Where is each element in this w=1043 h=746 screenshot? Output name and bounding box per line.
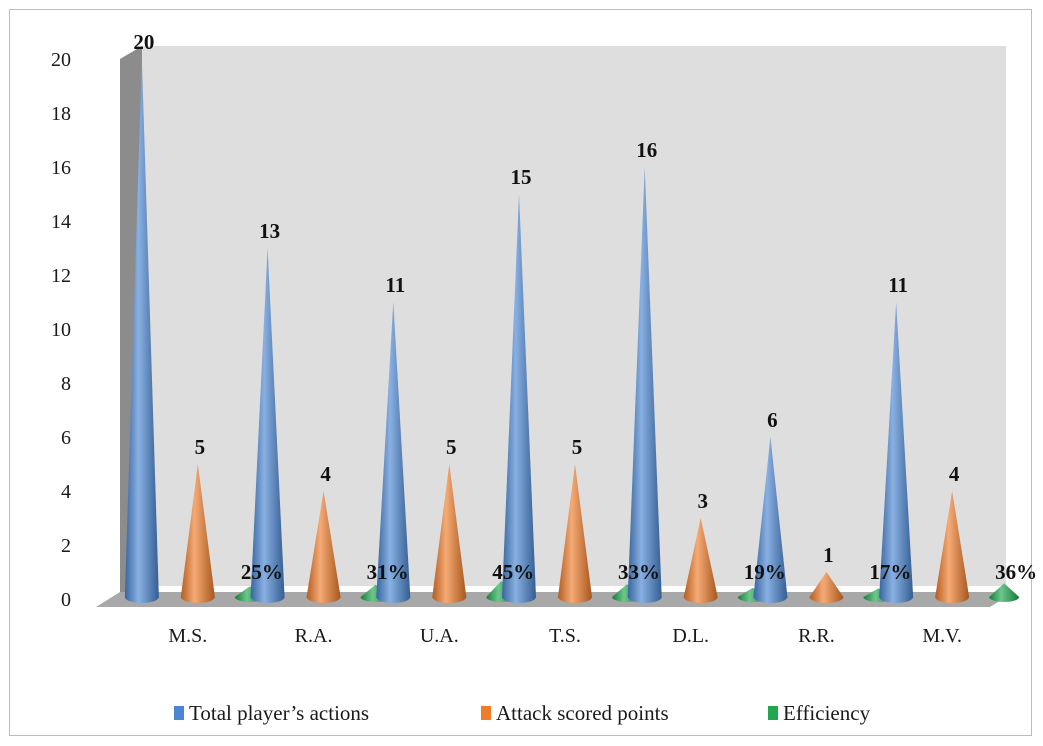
data-label: 11 [888, 273, 908, 297]
cone-efficiency [989, 583, 1020, 602]
cone-attack-scored-points [683, 518, 718, 603]
y-tick-label: 8 [61, 373, 71, 395]
y-tick-label: 2 [61, 535, 71, 557]
x-tick-label: M.V. [922, 625, 962, 647]
data-label: 5 [195, 435, 206, 459]
y-tick-label: 10 [51, 319, 71, 341]
y-tick-label: 4 [61, 481, 71, 503]
data-label: 20 [133, 30, 154, 54]
chart-walls [96, 46, 1014, 607]
cone-attack-scored-points [558, 464, 592, 603]
legend-swatch [174, 706, 184, 720]
cone-total-player-s-actions [879, 302, 914, 603]
x-tick-label: U.A. [420, 625, 459, 647]
data-label: 3 [697, 489, 708, 513]
y-tick-label: 16 [51, 157, 71, 179]
y-axis: 0 2 4 6 8 10 12 14 16 18 20 [51, 49, 71, 611]
y-tick-label: 14 [51, 211, 71, 233]
legend-label: Total player’s actions [189, 701, 369, 725]
legend-item: Total player’s actions [174, 701, 369, 725]
data-label: 31% [367, 560, 409, 584]
legend-swatch [768, 706, 778, 720]
data-label: 5 [446, 435, 457, 459]
cone-total-player-s-actions [627, 167, 662, 603]
x-tick-label: T.S. [549, 625, 581, 647]
cone-total-player-s-actions [250, 248, 285, 603]
data-label: 33% [618, 560, 660, 584]
data-label: 5 [572, 435, 583, 459]
chart-marks [124, 59, 1020, 603]
cone-attack-scored-points [809, 572, 844, 603]
cone-attack-scored-points [432, 464, 467, 603]
y-tick-label: 18 [51, 103, 71, 125]
data-label: 4 [949, 462, 960, 486]
data-label: 19% [744, 560, 786, 584]
cone-total-player-s-actions [753, 437, 788, 603]
data-label: 11 [385, 273, 405, 297]
data-label: 25% [241, 560, 283, 584]
x-axis: M.S. R.A. U.A. T.S. D.L. R.R. M.V. [168, 625, 962, 647]
cone-total-player-s-actions [502, 194, 536, 603]
x-tick-label: D.L. [672, 625, 709, 647]
legend-label: Attack scored points [496, 701, 669, 725]
data-label: 6 [767, 408, 778, 432]
y-tick-label: 12 [51, 265, 71, 287]
data-label: 16 [636, 138, 657, 162]
y-tick-label: 6 [61, 427, 71, 449]
legend: Total player’s actions Attack scored poin… [174, 701, 871, 725]
data-label: 17% [869, 560, 911, 584]
y-tick-label: 0 [61, 589, 71, 611]
y-tick-label: 20 [51, 49, 71, 71]
data-labels: 20 5 25% 13 4 31% 11 5 45% 15 5 33% 16 3 19% 6 1 17% 11 4 36… [133, 30, 1037, 584]
cone-total-player-s-actions [124, 59, 159, 603]
legend-label: Efficiency [783, 701, 871, 725]
data-label: 36% [995, 560, 1037, 584]
cone-attack-scored-points [180, 464, 215, 603]
data-label: 15 [511, 165, 532, 189]
data-label: 13 [259, 219, 280, 243]
x-tick-label: R.R. [798, 625, 835, 647]
legend-swatch [481, 706, 491, 720]
legend-item: Attack scored points [481, 701, 669, 725]
cone-attack-scored-points [935, 491, 970, 603]
x-tick-label: M.S. [168, 625, 207, 647]
cone-total-player-s-actions [376, 302, 411, 603]
data-label: 4 [320, 462, 331, 486]
x-tick-label: R.A. [295, 625, 333, 647]
data-label: 45% [492, 560, 534, 584]
data-label: 1 [823, 543, 834, 567]
legend-item: Efficiency [768, 701, 871, 725]
cone-attack-scored-points [306, 491, 341, 603]
